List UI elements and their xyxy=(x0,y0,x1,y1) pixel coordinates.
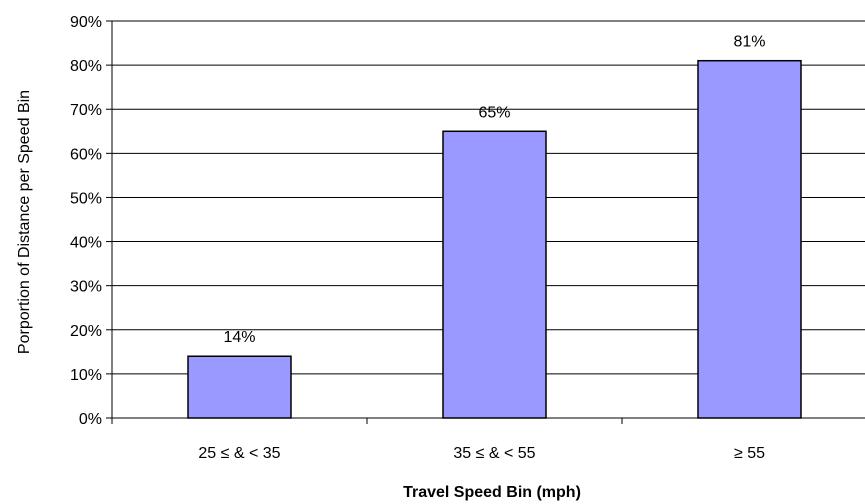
y-tick-labels: 0% 10% 20% 30% 40% 50% 60% 70% 80% 90% xyxy=(70,14,102,428)
y-tick-label: 20% xyxy=(70,323,102,340)
x-tick-labels: 25 ≤ & < 35 35 ≤ & < 55 ≥ 55 xyxy=(198,445,765,462)
data-label: 14% xyxy=(223,329,255,346)
y-tick-label: 40% xyxy=(70,235,102,252)
bar xyxy=(698,61,801,418)
y-tick-label: 90% xyxy=(70,14,102,31)
bar xyxy=(443,131,546,418)
y-tick-label: 60% xyxy=(70,146,102,163)
y-tick-label: 30% xyxy=(70,279,102,296)
data-label: 81% xyxy=(733,34,765,51)
x-axis-title: Travel Speed Bin (mph) xyxy=(403,484,581,501)
data-label: 65% xyxy=(478,104,510,121)
x-tick-label: ≥ 55 xyxy=(734,445,765,462)
bar xyxy=(188,356,291,418)
x-tick-label: 35 ≤ & < 55 xyxy=(453,445,535,462)
y-tick-label: 50% xyxy=(70,190,102,207)
y-tick-label: 10% xyxy=(70,367,102,384)
x-tick-label: 25 ≤ & < 35 xyxy=(198,445,280,462)
y-tick-label: 0% xyxy=(79,411,102,428)
y-tick-label: 70% xyxy=(70,102,102,119)
y-tick-label: 80% xyxy=(70,58,102,75)
y-axis-title: Porportion of Distance per Speed Bin xyxy=(16,90,33,354)
